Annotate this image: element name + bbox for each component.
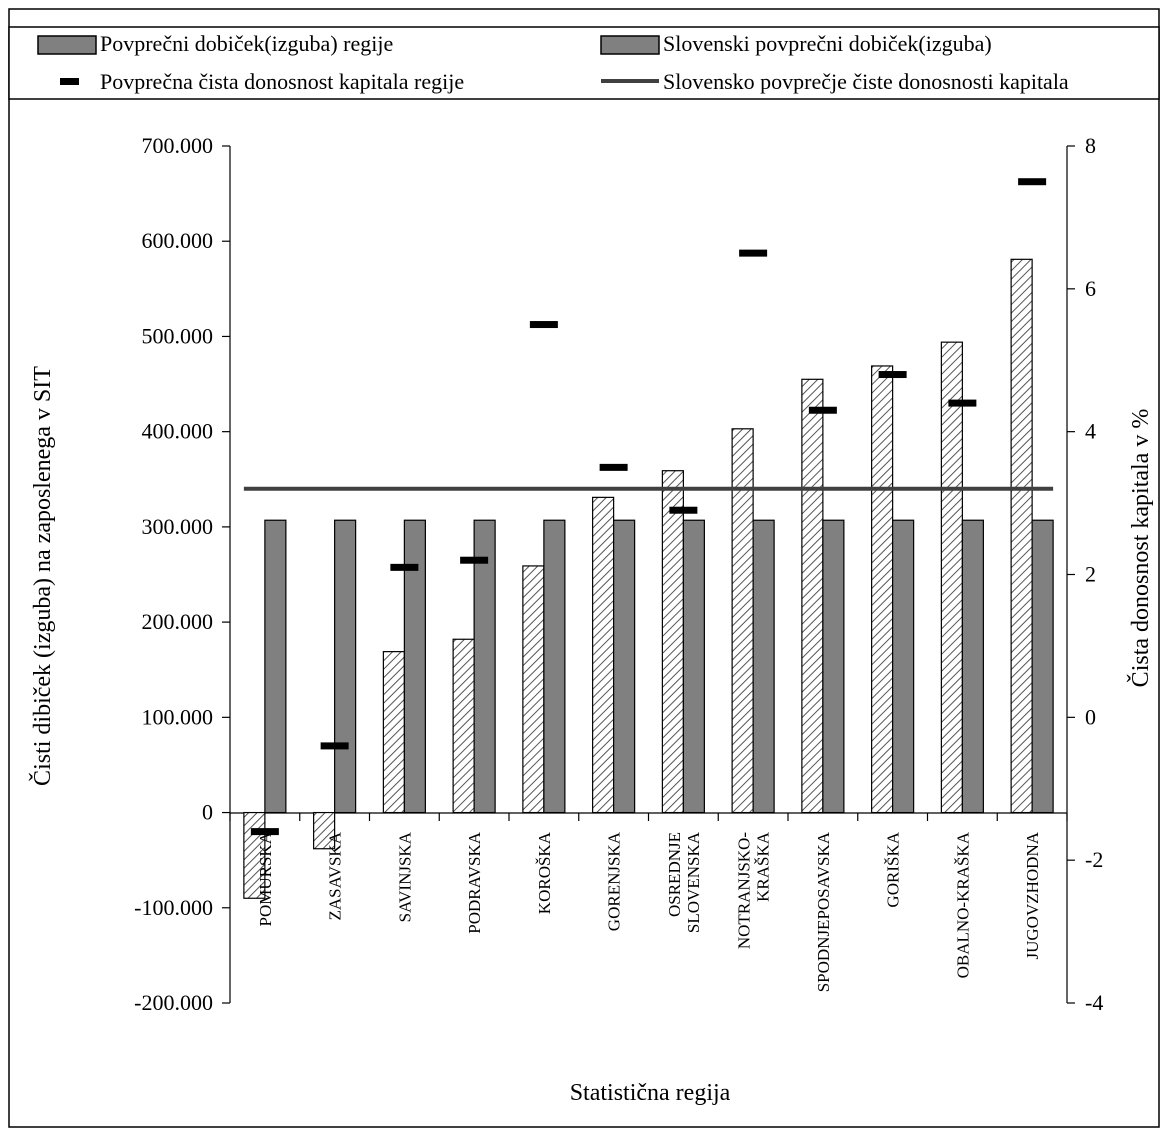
legend-box bbox=[8, 26, 1160, 100]
bar-slovenian-profit bbox=[752, 519, 775, 814]
right-y-ticks: -4 -2 0 2 4 6 8 bbox=[1067, 133, 1103, 1015]
left-y-tick-label: 600.000 bbox=[142, 228, 214, 253]
roe-marker bbox=[669, 506, 698, 514]
roe-marker bbox=[808, 406, 837, 414]
category-label: SPODNJEPOSAVSKA bbox=[814, 831, 833, 992]
roe-marker bbox=[529, 321, 558, 329]
roe-marker bbox=[1018, 178, 1047, 186]
bar-region-profit bbox=[940, 341, 963, 814]
category-label: ZASAVSKA bbox=[326, 831, 345, 920]
category-label: PODRAVSKA bbox=[465, 831, 484, 933]
roe-marker bbox=[320, 742, 349, 750]
legend-label-slovenian-roe: Slovensko povprečje čiste donosnosti kap… bbox=[663, 69, 1069, 94]
y-axis-title: Čisti dibiček (izguba) na zaposlenega v … bbox=[29, 366, 56, 786]
bar-region-profit bbox=[382, 651, 405, 814]
bar-region-profit bbox=[871, 365, 894, 814]
left-y-tick-label: -200.000 bbox=[134, 990, 213, 1015]
roe-marker bbox=[878, 371, 907, 379]
legend-label-region-roe: Povprečna čista donosnost kapitala regij… bbox=[100, 69, 464, 94]
roe-marker bbox=[948, 399, 977, 407]
legend-swatch-slovenian-profit bbox=[600, 35, 660, 55]
right-y-tick-label: 8 bbox=[1085, 133, 1096, 158]
category-label: OBALNO-KRAŠKA bbox=[953, 831, 972, 978]
roe-marker bbox=[599, 463, 628, 471]
left-y-ticks: -200.000 -100.000 0 100.000 200.000 300.000 40… bbox=[134, 133, 230, 1015]
region-roe-markers bbox=[250, 178, 1047, 836]
legend-label-region-profit: Povprečni dobiček(izguba) regije bbox=[100, 31, 393, 56]
roe-marker bbox=[250, 828, 279, 836]
bar-slovenian-profit bbox=[264, 519, 287, 814]
category-label: KOROŠKA bbox=[535, 831, 554, 914]
bar-region-profit bbox=[661, 470, 684, 814]
roe-marker bbox=[460, 556, 489, 564]
bar-slovenian-profit bbox=[961, 519, 984, 814]
category-label: SAVINJSKA bbox=[395, 831, 414, 922]
left-y-tick-label: 100.000 bbox=[142, 704, 214, 729]
x-axis-title: Statistična regija bbox=[570, 1080, 731, 1106]
bar-slovenian-profit bbox=[403, 519, 426, 814]
bar-slovenian-profit bbox=[334, 519, 357, 814]
left-y-tick-label: 700.000 bbox=[142, 133, 214, 158]
left-y-tick-label: 400.000 bbox=[142, 419, 214, 444]
x-ticks bbox=[229, 813, 1068, 821]
roe-marker bbox=[390, 563, 419, 571]
bar-slovenian-profit bbox=[1031, 519, 1054, 814]
bar-region-profit bbox=[801, 378, 824, 814]
category-labels: POMURSKA ZASAVSKA SAVINJSKA PODRAVSKA KOROŠK… bbox=[256, 831, 1042, 992]
bar-slovenian-profit bbox=[613, 519, 636, 814]
legend-swatch-region-roe bbox=[60, 78, 79, 85]
y2-axis-title: Čista donosnost kapitala v % bbox=[1127, 409, 1154, 688]
bar-region-profit bbox=[313, 811, 336, 850]
right-y-tick-label: 0 bbox=[1085, 704, 1096, 729]
bar-slovenian-profit bbox=[892, 519, 915, 814]
left-y-tick-label: 200.000 bbox=[142, 609, 214, 634]
bar-slovenian-profit bbox=[543, 519, 566, 814]
left-y-tick-label: -100.000 bbox=[134, 895, 213, 920]
bar-region-profit bbox=[731, 428, 754, 814]
legend: Povprečni dobiček(izguba) regije Slovens… bbox=[8, 26, 1160, 100]
bar-region-profit bbox=[452, 638, 475, 814]
roe-marker bbox=[739, 249, 768, 257]
category-label: NOTRANJSKO-KRAŠKA bbox=[735, 831, 773, 949]
category-label: GORIŠKA bbox=[884, 831, 903, 907]
category-label: POMURSKA bbox=[256, 831, 275, 926]
bar-slovenian-profit bbox=[822, 519, 845, 814]
left-y-tick-label: 500.000 bbox=[142, 323, 214, 348]
bar-slovenian-profit bbox=[473, 519, 496, 814]
category-label: GORENJSKA bbox=[605, 831, 624, 931]
legend-label-slovenian-profit: Slovenski povprečni dobiček(izguba) bbox=[663, 31, 992, 56]
right-y-tick-label: -2 bbox=[1085, 847, 1103, 872]
bar-slovenian-profit bbox=[682, 519, 705, 814]
right-y-tick-label: 4 bbox=[1085, 419, 1096, 444]
right-y-tick-label: -4 bbox=[1085, 990, 1103, 1015]
left-y-tick-label: 0 bbox=[202, 800, 213, 825]
right-y-tick-label: 6 bbox=[1085, 276, 1096, 301]
bar-region-profit bbox=[1010, 258, 1033, 814]
bar-region-profit bbox=[522, 565, 545, 814]
chart-frame bbox=[8, 8, 1160, 1128]
bar-region-profit bbox=[592, 496, 615, 814]
category-label: JUGOVZHODNA bbox=[1023, 831, 1042, 959]
left-y-tick-label: 300.000 bbox=[142, 514, 214, 539]
category-label: OSREDNJESLOVENSKA bbox=[665, 831, 703, 933]
legend-swatch-region-profit bbox=[37, 35, 97, 55]
right-y-tick-label: 2 bbox=[1085, 562, 1096, 587]
